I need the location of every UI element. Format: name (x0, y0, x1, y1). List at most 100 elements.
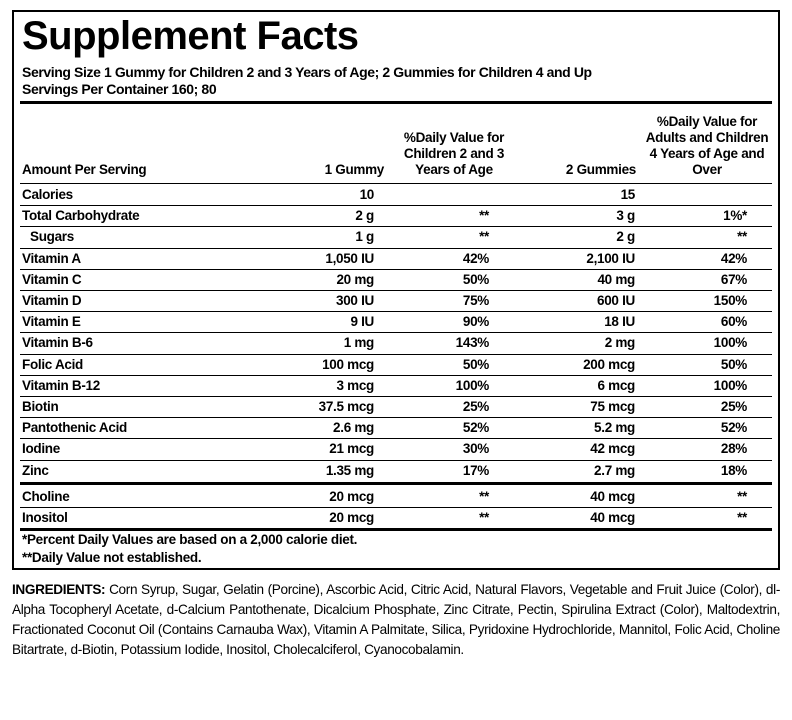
column-header: 2 Gummies (565, 162, 636, 177)
cell-value: 2.6 mg (333, 420, 374, 436)
nutrient-name: Biotin (22, 399, 59, 414)
cell-value: 52% (462, 420, 489, 436)
cell-value: ** (737, 229, 747, 245)
cell-value: 300 IU (336, 293, 374, 308)
cell-value: 25% (720, 399, 747, 414)
row-rule (20, 417, 772, 419)
cell-value: 2.7 mg (594, 462, 635, 478)
row-rule (20, 459, 772, 461)
servings-per-container: Servings Per Container 160; 80 (22, 81, 217, 97)
cell-value: 1 g (355, 229, 374, 245)
cell-value: 42% (720, 250, 747, 266)
cell-value: 600 IU (597, 293, 635, 308)
cell-value: 18 IU (604, 314, 635, 330)
cell-value: 40 mcg (590, 489, 635, 504)
column-header: %Daily Value for Children 2 and 3 Years … (403, 130, 505, 177)
cell-value: 67% (720, 271, 747, 287)
footnote: *Percent Daily Values are based on a 2,0… (22, 532, 358, 547)
cell-value: 10 (359, 187, 375, 202)
cell-value: 200 mcg (583, 356, 635, 372)
cell-value: ** (479, 229, 489, 245)
ingredients-text: Corn Syrup, Sugar, Gelatin (Porcine), As… (12, 582, 780, 657)
cell-value: 100% (713, 335, 748, 351)
facts-panel: Supplement Facts Serving Size 1 Gummy fo… (12, 10, 780, 570)
cell-value: 40 mg (597, 271, 635, 287)
cell-value: 1,050 IU (325, 250, 374, 266)
cell-value: 20 mg (336, 271, 374, 287)
row-rule (20, 205, 772, 207)
row-rule (20, 268, 772, 270)
ingredients: INGREDIENTS: Corn Syrup, Sugar, Gelatin … (12, 580, 780, 660)
nutrient-name: Inositol (22, 510, 68, 526)
ingredients-label: INGREDIENTS: (12, 582, 106, 597)
footnote: **Daily Value not established. (22, 550, 202, 565)
nutrient-name: Vitamin D (22, 293, 82, 308)
cell-value: 28% (720, 441, 747, 457)
cell-value: 50% (462, 356, 489, 372)
cell-value: 2,100 IU (586, 250, 635, 266)
cell-value: 75 mcg (590, 399, 635, 414)
header-rule (20, 183, 772, 184)
cell-value: 100 mcg (322, 356, 374, 372)
cell-value: 20 mcg (329, 489, 374, 504)
cell-value: 40 mcg (590, 510, 635, 526)
nutrient-name: Vitamin B-6 (22, 335, 93, 351)
column-header: 1 Gummy (324, 162, 385, 177)
row-rule (20, 226, 772, 228)
nutrient-name: Vitamin A (22, 250, 81, 266)
row-rule (20, 332, 772, 334)
cell-value: 25% (462, 399, 489, 414)
cell-value: 100% (713, 377, 748, 393)
cell-value: 9 IU (350, 314, 374, 330)
cell-value: ** (479, 489, 489, 504)
nutrient-name: Total Carbohydrate (22, 208, 140, 224)
cell-value: 150% (713, 293, 748, 308)
title: Supplement Facts (22, 14, 359, 58)
row-rule (20, 311, 772, 313)
cell-value: 1%* (723, 208, 747, 224)
cell-value: 90% (462, 314, 489, 330)
thick-rule (20, 528, 772, 531)
nutrient-name: Choline (22, 489, 70, 504)
nutrient-name: Iodine (22, 441, 60, 457)
thick-rule (20, 101, 772, 104)
cell-value: 1 mg (343, 335, 375, 351)
nutrient-name: Zinc (22, 462, 49, 478)
cell-value: 50% (720, 356, 747, 372)
cell-value: 20 mcg (329, 510, 374, 526)
cell-value: 42% (462, 250, 489, 266)
cell-value: ** (737, 510, 747, 526)
cell-value: 143% (455, 335, 490, 351)
serving-size: Serving Size 1 Gummy for Children 2 and … (22, 64, 592, 80)
cell-value: ** (737, 489, 747, 504)
row-rule (20, 396, 772, 397)
cell-value: 21 mcg (329, 441, 374, 457)
row-rule (20, 247, 772, 249)
cell-value: 3 mcg (336, 377, 374, 393)
cell-value: ** (479, 208, 489, 224)
row-rule (20, 507, 772, 509)
cell-value: 100% (455, 377, 490, 393)
nutrient-name: Vitamin B-12 (22, 377, 100, 393)
row-rule (20, 290, 772, 291)
cell-value: 5.2 mg (594, 420, 635, 436)
column-header: Amount Per Serving (22, 162, 147, 177)
nutrient-name: Vitamin C (22, 271, 82, 287)
cell-value: 2 mg (604, 335, 636, 351)
row-rule (20, 374, 772, 376)
thick-rule (20, 482, 772, 485)
row-rule (20, 438, 772, 440)
nutrient-name: Sugars (30, 229, 74, 245)
cell-value: 60% (720, 314, 747, 330)
cell-value: ** (479, 510, 489, 526)
cell-value: 1.35 mg (325, 462, 374, 478)
cell-value: 50% (462, 271, 489, 287)
cell-value: 2 g (616, 229, 635, 245)
cell-value: 15 (620, 187, 636, 202)
nutrient-name: Vitamin E (22, 314, 81, 330)
cell-value: 17% (462, 462, 489, 478)
cell-value: 75% (462, 293, 489, 308)
nutrient-name: Pantothenic Acid (22, 420, 127, 436)
cell-value: 30% (462, 441, 489, 457)
